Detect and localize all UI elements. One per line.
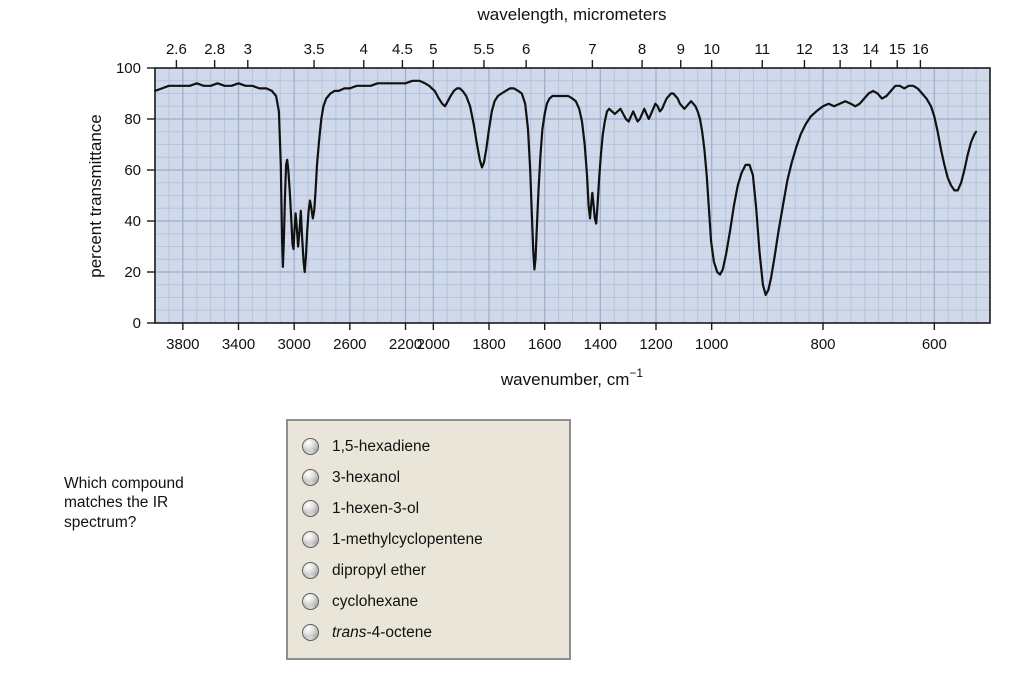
wavelength-tick-label: 13 [832,41,849,58]
answer-options-box: 1,5-hexadiene 3-hexanol 1-hexen-3-ol 1-m… [286,419,571,660]
plot-frame [154,67,991,324]
radio-button[interactable] [302,438,319,455]
wavelength-tick-label: 2.6 [166,41,187,58]
wavelength-tick-label: 15 [889,41,906,58]
wavelength-tick-label: 11 [754,41,770,58]
x-axis-title-base: wavenumber, cm [500,370,630,389]
x-tick-label: 3000 [277,336,310,353]
x-tick-label: 600 [922,336,947,353]
x-tick-label: 2600 [333,336,366,353]
option-label-text: dipropyl ether [332,561,426,579]
radio-button[interactable] [302,624,319,641]
answer-option-cyclohexane[interactable]: cyclohexane [302,589,555,614]
y-tick-label: 100 [116,60,141,77]
y-tick-label: 40 [124,213,141,230]
wavelength-tick-label: 12 [796,41,813,58]
wavelength-tick-label: 9 [677,41,685,58]
answer-option-trans-4-octene[interactable]: trans-4-octene [302,620,555,645]
x-tick-label: 3400 [222,336,255,353]
answer-option-1-methylcyclopentene[interactable]: 1-methylcyclopentene [302,527,555,552]
option-label: 3-hexanol [332,469,400,487]
x-tick-label: 1800 [472,336,505,353]
wavelength-tick-label: 10 [703,41,720,58]
option-label: trans-4-octene [332,624,432,642]
wavelength-tick-label: 5.5 [474,41,495,58]
x-tick-label: 800 [810,336,835,353]
answer-option-1-hexen-3-ol[interactable]: 1-hexen-3-ol [302,496,555,521]
wavelength-tick-label: 7 [588,41,596,58]
wavelength-tick-label: 16 [912,41,929,58]
spectrum-curve [153,79,978,296]
wavelength-tick-label: 5 [429,41,437,58]
radio-button[interactable] [302,531,319,548]
y-tick-label: 60 [124,162,141,179]
option-label: 1-methylcyclopentene [332,531,483,549]
wavelength-tick-label: 14 [862,41,879,58]
y-axis-title: percent transmittance [86,114,105,277]
wavelength-tick-label: 4 [360,41,368,58]
option-label: dipropyl ether [332,562,426,580]
answer-option-1-5-hexadiene[interactable]: 1,5-hexadiene [302,434,555,459]
option-label: cyclohexane [332,593,418,611]
option-label-text: 1-hexen-3-ol [332,499,420,517]
radio-button[interactable] [302,562,319,579]
wavelength-tick-label: 8 [638,41,646,58]
x-tick-label: 2000 [417,336,450,353]
y-tick-label: 80 [124,111,141,128]
top-axis-title: wavelength, micrometers [477,5,667,24]
option-label-text: -4-octene [366,623,432,641]
question-prompt: Which compound matches the IR spectrum? [64,475,184,531]
x-tick-label: 1600 [528,336,561,353]
x-tick-label: 1000 [695,336,728,353]
x-tick-label: 1400 [584,336,617,353]
option-label: 1,5-hexadiene [332,438,430,456]
option-label-italic: trans [332,623,367,641]
x-tick-label: 3800 [166,336,199,353]
wavelength-tick-label: 2.8 [204,41,225,58]
option-label: 1-hexen-3-ol [332,500,419,518]
y-tick-label: 0 [133,315,141,332]
radio-button[interactable] [302,469,319,486]
radio-button[interactable] [302,593,319,610]
x-axis-title: wavenumber, cm−1 [500,366,644,389]
wavelength-tick-label: 6 [522,41,530,58]
x-tick-label: 2200 [389,336,422,353]
x-tick-label: 1200 [639,336,672,353]
wavelength-tick-label: 3 [244,41,252,58]
wavelength-tick-label: 3.5 [304,41,325,58]
y-tick-label: 20 [124,264,141,281]
radio-button[interactable] [302,500,319,517]
ir-spectrum-figure: 3800 3400 3000 2600 2200 2000 1800 1600 1400 1200… [86,5,991,389]
x-axis-title-sup: −1 [629,366,643,380]
answer-option-3-hexanol[interactable]: 3-hexanol [302,465,555,490]
answer-option-dipropyl-ether[interactable]: dipropyl ether [302,558,555,583]
option-label-text: 1-methylcyclopentene [332,530,483,548]
option-label-text: 1,5-hexadiene [332,437,431,455]
option-label-text: 3-hexanol [332,468,401,486]
wavelength-tick-label: 4.5 [392,41,413,58]
option-label-text: cyclohexane [332,592,419,610]
